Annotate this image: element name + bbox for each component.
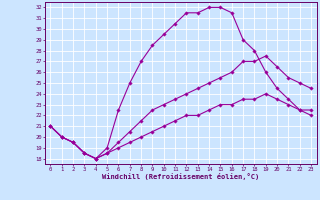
X-axis label: Windchill (Refroidissement éolien,°C): Windchill (Refroidissement éolien,°C) (102, 173, 260, 180)
